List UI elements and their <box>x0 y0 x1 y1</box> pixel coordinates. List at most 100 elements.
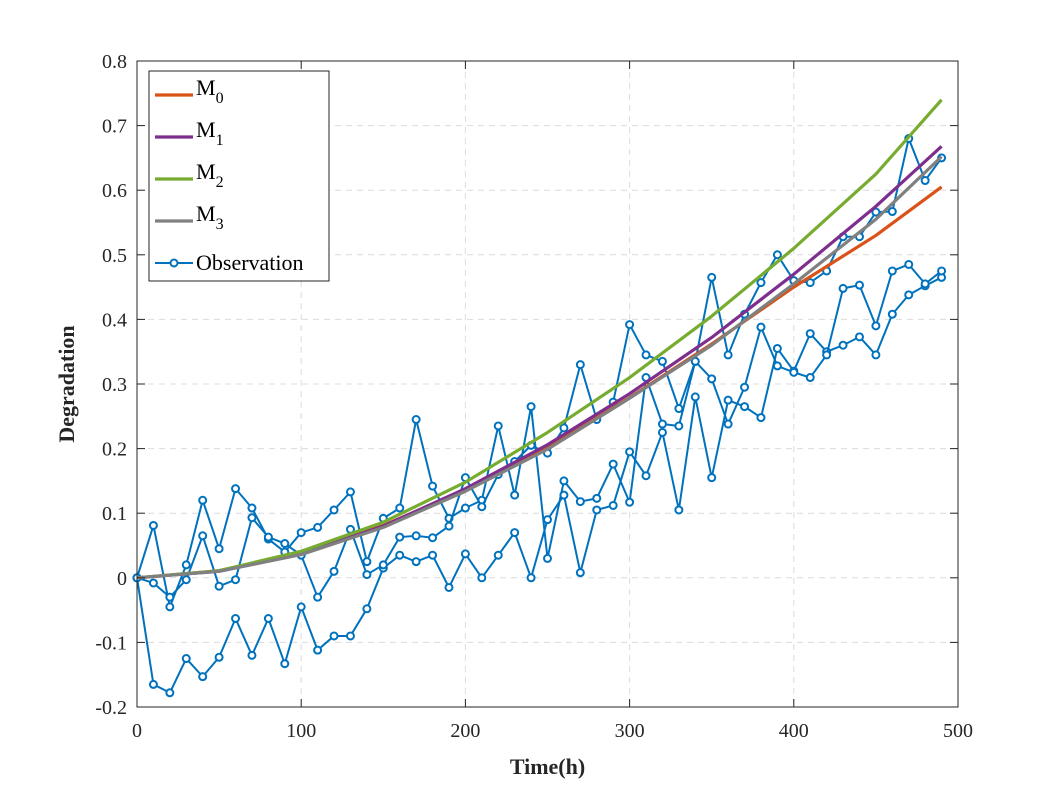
series-layer <box>132 98 947 698</box>
observation-point <box>723 395 733 405</box>
observation-point <box>690 392 700 402</box>
x-axis-label: Time(h) <box>510 754 585 779</box>
observation-point <box>247 513 257 523</box>
legend-label: M2 <box>196 159 224 191</box>
observation-point <box>329 631 339 641</box>
observation-point <box>148 520 158 530</box>
observation-point <box>198 672 208 682</box>
observation-point <box>378 560 388 570</box>
observation-point <box>756 278 766 288</box>
observation-point <box>428 533 438 543</box>
observation-point <box>280 539 290 549</box>
observation-point <box>313 592 323 602</box>
x-tick-label: 200 <box>450 720 480 742</box>
y-tick-label: 0.1 <box>102 503 127 525</box>
observation-point <box>740 402 750 412</box>
observation-point <box>641 350 651 360</box>
observation-point <box>904 290 914 300</box>
observation-point <box>723 419 733 429</box>
observation-point <box>148 578 158 588</box>
observation-point <box>871 321 881 331</box>
ticks: 0 100 200 300 400 500 -0.2 -0.1 0 0.1 0.2 0.3 0.4 0.5… <box>95 51 973 742</box>
observation-point <box>690 356 700 366</box>
observation-point <box>559 490 569 500</box>
observation-point <box>510 528 520 538</box>
y-tick-label: 0.3 <box>102 374 127 396</box>
y-tick-label: -0.1 <box>95 632 127 654</box>
observation-point <box>625 320 635 330</box>
observation-point <box>723 350 733 360</box>
observation-point <box>411 557 421 567</box>
observation-point <box>575 497 585 507</box>
legend-label: Observation <box>196 250 304 275</box>
observation-point <box>543 515 552 525</box>
y-tick-label: 0.2 <box>102 439 127 461</box>
observation-point <box>805 373 815 383</box>
observation-point <box>231 484 241 494</box>
y-tick-label: -0.2 <box>95 697 127 719</box>
observation-point <box>920 279 930 289</box>
observation-point <box>575 360 585 370</box>
observation-point <box>411 415 421 425</box>
observation-point <box>674 421 684 431</box>
observation-point <box>575 568 585 578</box>
y-tick-label: 0.7 <box>102 116 127 138</box>
observation-point <box>165 602 175 612</box>
observation-point <box>460 549 470 559</box>
x-tick-label: 100 <box>286 720 316 742</box>
series-3 <box>136 155 943 580</box>
observation-point <box>198 531 208 541</box>
observation-point <box>296 528 306 538</box>
observation-point <box>625 447 635 457</box>
observation-point <box>740 382 750 392</box>
observation-point <box>231 575 241 585</box>
observation-point <box>772 343 782 353</box>
observation-point <box>707 374 717 384</box>
observation-point <box>477 502 487 512</box>
observation-point <box>937 266 947 276</box>
observation-point <box>854 280 864 290</box>
y-axis-label: Degradation <box>54 325 79 442</box>
observation-point <box>772 250 782 260</box>
observation-point <box>395 532 405 542</box>
observation-point <box>772 361 782 371</box>
observation-point <box>559 476 569 486</box>
observation-point <box>165 592 175 602</box>
observation-point <box>345 487 355 497</box>
observation-point <box>247 650 257 660</box>
observation-point <box>165 688 175 698</box>
observation-point <box>805 329 815 339</box>
y-tick-label: 0.6 <box>102 180 127 202</box>
observation-point <box>395 503 405 513</box>
legend-marker <box>169 258 179 268</box>
observation-point <box>674 505 684 515</box>
observation-point <box>707 272 717 282</box>
observation-point <box>592 505 602 515</box>
observation-point <box>608 459 618 469</box>
observation-point <box>148 679 158 689</box>
legend-box <box>148 70 330 282</box>
observation-point <box>838 283 848 293</box>
observation-point <box>362 570 372 580</box>
y-tick-label: 0 <box>117 568 127 590</box>
observation-point <box>181 575 191 585</box>
observation-point <box>707 473 717 483</box>
observation-point <box>313 645 323 655</box>
observation-point <box>329 505 339 515</box>
observation-point <box>493 421 503 431</box>
observation-point <box>329 566 339 576</box>
y-tick-label: 0.4 <box>102 309 127 331</box>
observation-point <box>263 532 273 542</box>
observation-point <box>526 402 536 412</box>
x-tick-label: 0 <box>132 720 142 742</box>
observation-point <box>247 503 257 513</box>
observation-point <box>395 550 405 560</box>
observation-point <box>805 278 815 288</box>
observation-point <box>641 471 651 481</box>
observation-point <box>198 495 208 505</box>
observation-point <box>887 207 897 217</box>
observation-point <box>592 493 602 503</box>
x-tick-label: 500 <box>943 720 973 742</box>
observation-point <box>428 481 438 491</box>
